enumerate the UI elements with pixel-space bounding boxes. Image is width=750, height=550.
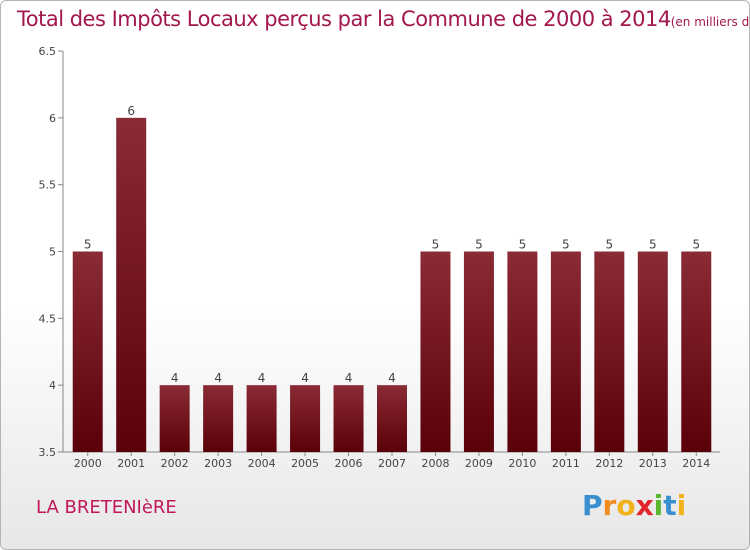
bar <box>507 251 538 452</box>
x-tick-label: 2002 <box>161 457 189 470</box>
bar <box>594 251 625 452</box>
x-tick-label: 2001 <box>117 457 145 470</box>
y-tick-label: 4 <box>49 379 56 392</box>
data-label: 4 <box>388 371 396 385</box>
data-label: 5 <box>692 238 700 252</box>
bar <box>203 385 234 452</box>
y-tick-label: 3.5 <box>39 446 57 459</box>
x-tick-label: 2005 <box>291 457 319 470</box>
bar <box>333 385 364 452</box>
logo-letter: o <box>616 489 636 522</box>
data-label: 6 <box>127 104 135 118</box>
bar <box>637 251 668 452</box>
chart-title-text: Total des Impôts Locaux perçus par la Co… <box>17 7 671 31</box>
bars-group <box>72 117 712 452</box>
logo-letter: P <box>582 489 603 522</box>
y-tick-label: 5.5 <box>39 179 57 192</box>
data-label: 5 <box>84 238 92 252</box>
x-tick-label: 2006 <box>335 457 363 470</box>
data-label: 5 <box>432 238 440 252</box>
bar <box>246 385 277 452</box>
x-tick-label: 2009 <box>465 457 493 470</box>
data-label: 4 <box>258 371 266 385</box>
x-tick-label: 2013 <box>639 457 667 470</box>
bar <box>159 385 190 452</box>
bar <box>377 385 407 452</box>
logo-letter: i <box>676 489 687 522</box>
y-tick-label: 6.5 <box>39 45 57 58</box>
x-tick-label: 2003 <box>204 457 232 470</box>
x-tick-label: 2000 <box>74 457 102 470</box>
data-label: 4 <box>345 371 353 385</box>
x-tick-label: 2014 <box>682 457 710 470</box>
bar <box>116 117 147 452</box>
logo-letter: t <box>663 489 677 522</box>
bar <box>290 385 321 452</box>
chart-subtitle: (en milliers d'€) <box>670 15 750 29</box>
logo-letter: x <box>635 489 654 522</box>
bar <box>681 251 712 452</box>
bar <box>72 251 103 452</box>
proxiti-logo: Proxiti <box>582 489 686 522</box>
chart-title: Total des Impôts Locaux perçus par la Co… <box>17 7 750 31</box>
logo-letter: i <box>653 489 664 522</box>
bar <box>550 251 581 452</box>
y-tick-label: 6 <box>49 112 56 125</box>
y-tick-label: 4.5 <box>39 312 57 325</box>
commune-name: LA BRETENIèRE <box>36 497 177 518</box>
y-tick-label: 5 <box>49 246 56 259</box>
data-label: 5 <box>562 238 570 252</box>
x-tick-label: 2010 <box>508 457 536 470</box>
data-label: 5 <box>606 238 614 252</box>
logo-letter: r <box>602 489 617 522</box>
data-label: 4 <box>214 371 222 385</box>
x-tick-label: 2012 <box>595 457 623 470</box>
bar <box>463 251 494 452</box>
x-tick-label: 2011 <box>552 457 580 470</box>
x-tick-label: 2008 <box>421 457 449 470</box>
data-label: 5 <box>649 238 657 252</box>
bar <box>420 251 451 452</box>
data-label: 4 <box>171 371 179 385</box>
labels-group: 2000 5 2001 6 2002 4 2003 4 2004 4 2005 4 2006 4 2007 4… <box>74 104 711 470</box>
x-tick-label: 2007 <box>378 457 406 470</box>
data-label: 5 <box>519 238 527 252</box>
x-tick-label: 2004 <box>248 457 276 470</box>
data-label: 4 <box>301 371 309 385</box>
data-label: 5 <box>475 238 483 252</box>
